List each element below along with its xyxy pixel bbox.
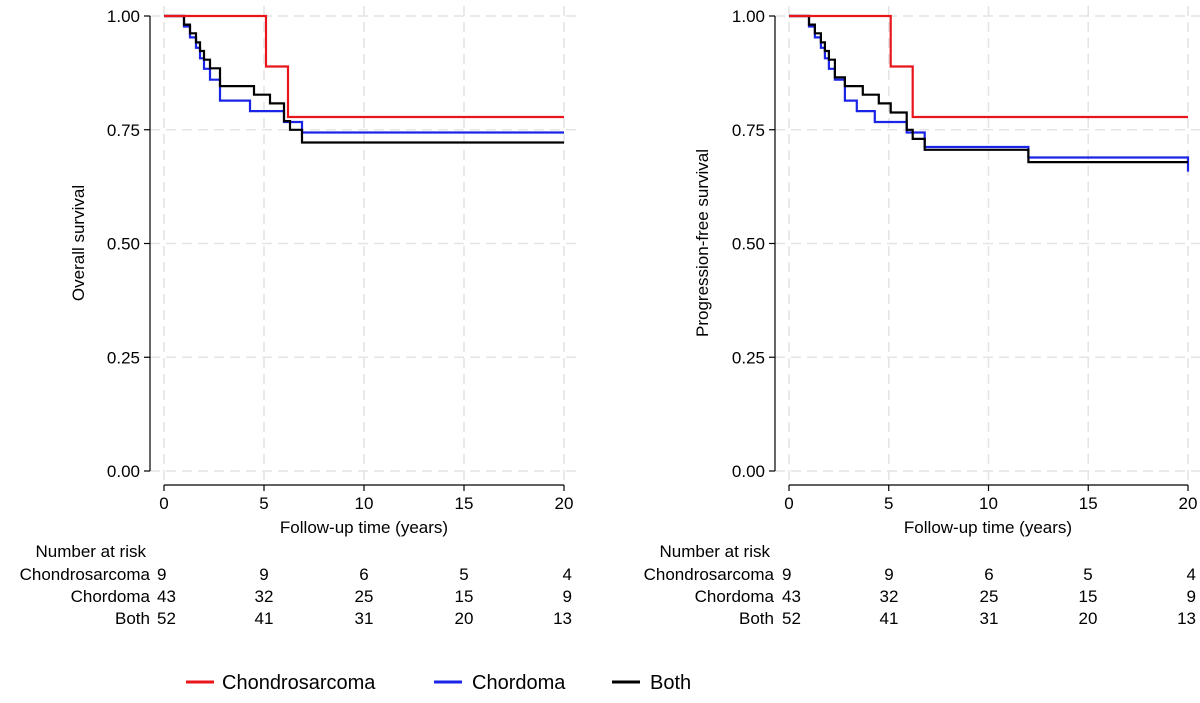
series-line-chondrosarcoma	[164, 14, 564, 119]
y-tick-label: 0.00	[732, 462, 765, 481]
risk-count-chordoma: 43	[157, 587, 176, 606]
x-tick-label: 20	[1179, 494, 1198, 513]
risk-count-chordoma: 9	[1187, 587, 1196, 606]
y-tick-label: 0.50	[732, 235, 765, 254]
risk-count-both: 13	[1177, 609, 1196, 628]
risk-count-both: 41	[255, 609, 274, 628]
legend: Chondrosarcoma Chordoma Both	[186, 672, 691, 694]
y-tick-label: 0.75	[732, 121, 765, 140]
x-tick-label: 0	[159, 494, 168, 513]
risk-count-chondrosarcoma: 6	[359, 565, 368, 584]
x-tick-label: 15	[455, 494, 474, 513]
series-line-both	[789, 14, 1188, 164]
legend-item-chordoma: Chordoma	[434, 672, 566, 694]
x-tick-label: 5	[259, 494, 268, 513]
risk-count-both: 52	[157, 609, 176, 628]
x-tick-label: 20	[555, 494, 574, 513]
risk-count-chordoma: 15	[1079, 587, 1098, 606]
legend-item-chondrosarcoma: Chondrosarcoma	[186, 672, 376, 694]
risk-count-chondrosarcoma: 5	[1083, 565, 1092, 584]
x-tick-label: 0	[784, 494, 793, 513]
risk-count-chondrosarcoma: 9	[259, 565, 268, 584]
risk-count-both: 41	[880, 609, 899, 628]
legend-label-chordoma: Chordoma	[472, 672, 566, 694]
risk-row-label-chondrosarcoma: Chondrosarcoma	[20, 565, 151, 584]
progression-free-survival-panel: Progression-free survival Follow-up time…	[693, 6, 1200, 537]
x-tick-label: 5	[884, 494, 893, 513]
overall-survival-panel: Overall survival Follow-up time (years) …	[69, 6, 576, 537]
x-axis-label-overall: Follow-up time (years)	[280, 518, 448, 537]
legend-item-both: Both	[612, 672, 691, 694]
risk-count-chondrosarcoma: 9	[884, 565, 893, 584]
risk-table-title: Number at risk	[35, 542, 146, 561]
risk-row-label-both: Both	[739, 609, 774, 628]
risk-count-both: 20	[455, 609, 474, 628]
risk-count-chordoma: 32	[255, 587, 274, 606]
y-tick-label: 0.25	[107, 348, 140, 367]
risk-count-chondrosarcoma: 9	[782, 565, 791, 584]
risk-row-label-both: Both	[115, 609, 150, 628]
risk-table-pfs: Number at risk Chondrosarcoma Chordoma B…	[644, 542, 775, 628]
risk-table-overall: Number at risk Chondrosarcoma Chordoma B…	[20, 542, 151, 628]
risk-count-both: 31	[980, 609, 999, 628]
risk-count-chondrosarcoma: 5	[459, 565, 468, 584]
risk-count-chordoma: 25	[980, 587, 999, 606]
risk-count-chondrosarcoma: 4	[1187, 565, 1196, 584]
risk-count-chordoma: 43	[782, 587, 801, 606]
y-tick-label: 1.00	[107, 7, 140, 26]
risk-count-both: 31	[355, 609, 374, 628]
y-tick-label: 0.75	[107, 121, 140, 140]
risk-count-chordoma: 9	[563, 587, 572, 606]
x-tick-label: 10	[355, 494, 374, 513]
risk-count-chondrosarcoma: 9	[157, 565, 166, 584]
risk-count-chordoma: 32	[880, 587, 899, 606]
series-line-chondrosarcoma	[789, 14, 1188, 119]
risk-row-label-chondrosarcoma: Chondrosarcoma	[644, 565, 775, 584]
y-tick-label: 0.50	[107, 235, 140, 254]
risk-count-chondrosarcoma: 4	[563, 565, 572, 584]
risk-count-both: 52	[782, 609, 801, 628]
y-axis-label-pfs: Progression-free survival	[693, 149, 712, 337]
risk-count-chordoma: 25	[355, 587, 374, 606]
legend-label-both: Both	[650, 672, 691, 694]
y-tick-label: 1.00	[732, 7, 765, 26]
y-axis-label-overall: Overall survival	[69, 185, 88, 301]
series-line-both	[164, 14, 564, 144]
risk-count-both: 20	[1079, 609, 1098, 628]
risk-count-chondrosarcoma: 6	[984, 565, 993, 584]
x-tick-label: 10	[979, 494, 998, 513]
x-axis-label-pfs: Follow-up time (years)	[904, 518, 1072, 537]
risk-count-chordoma: 15	[455, 587, 474, 606]
risk-count-both: 13	[553, 609, 572, 628]
risk-row-label-chordoma: Chordoma	[71, 587, 151, 606]
risk-table-title: Number at risk	[659, 542, 770, 561]
x-tick-label: 15	[1079, 494, 1098, 513]
legend-label-chondrosarcoma: Chondrosarcoma	[222, 672, 376, 694]
y-tick-label: 0.00	[107, 462, 140, 481]
risk-row-label-chordoma: Chordoma	[695, 587, 775, 606]
y-tick-label: 0.25	[732, 348, 765, 367]
